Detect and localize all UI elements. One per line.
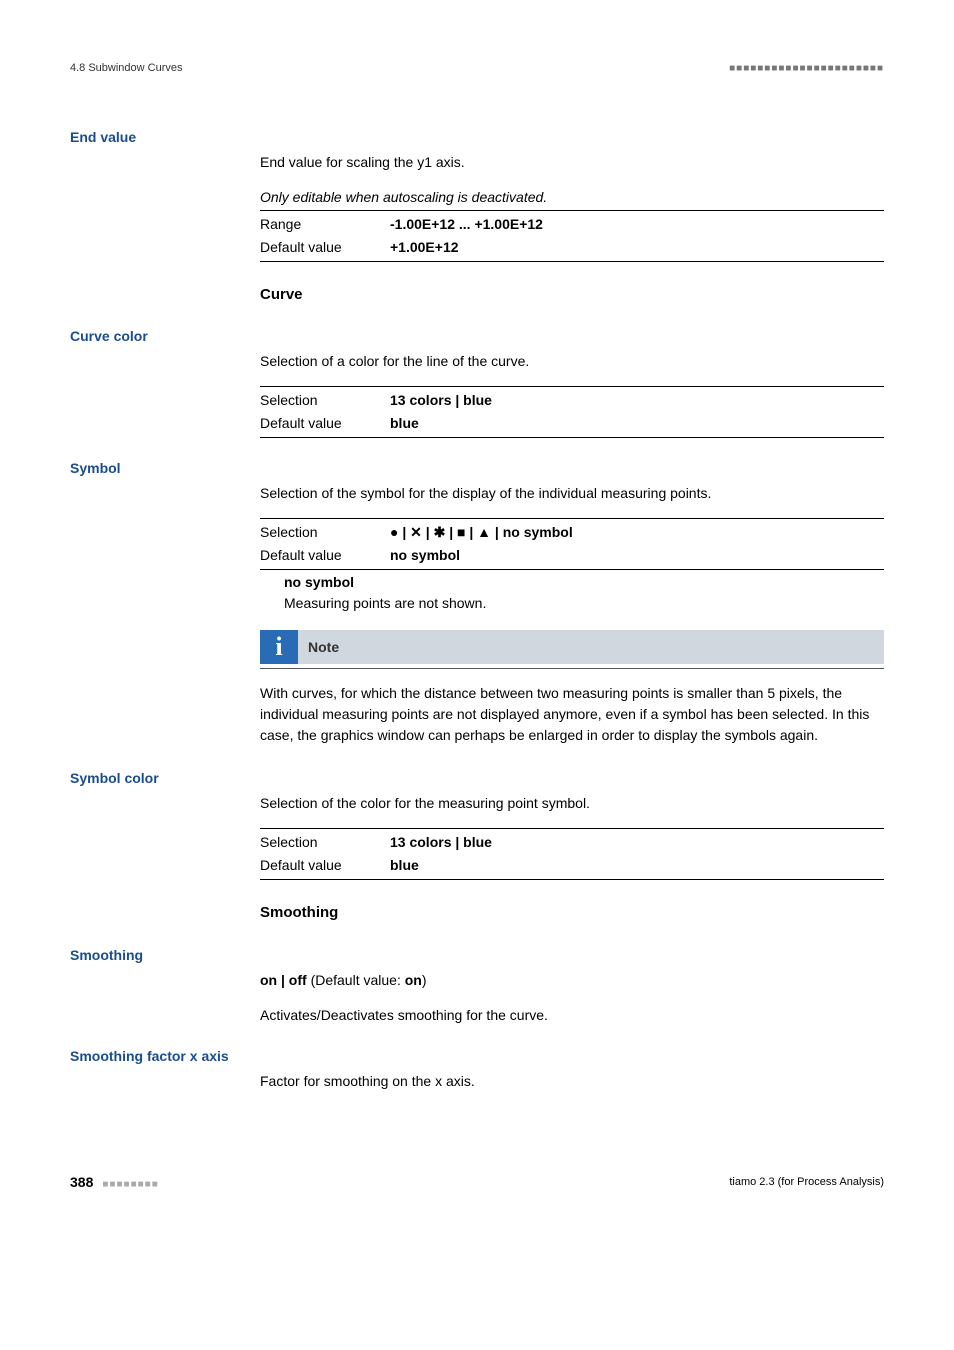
param-curve-color: Curve color Selection of a color for the… [70, 326, 884, 438]
default-label: Default value [260, 544, 390, 567]
smoothing-default-val: on [405, 972, 422, 988]
symbol-table: Selection ● | ✕ | ✱ | ■ | ▲ | no symbol … [260, 521, 884, 567]
divider [260, 668, 884, 669]
footer-product: tiamo 2.3 (for Process Analysis) [729, 1174, 884, 1191]
param-symbol-color: Symbol color Selection of the color for … [70, 768, 884, 925]
header-section: 4.8 Subwindow Curves [70, 60, 183, 77]
header-dots: ■■■■■■■■■■■■■■■■■■■■■■ [729, 61, 884, 76]
sel-label: Selection [260, 831, 390, 854]
default-value: blue [390, 857, 419, 873]
smoothing-opt: on | off [260, 972, 307, 988]
end-value-label: End value [70, 127, 884, 148]
smoothing-factor-label: Smoothing factor x axis [70, 1046, 884, 1067]
end-value-italic: Only editable when autoscaling is deacti… [260, 187, 884, 208]
footer-page-number: 388 [70, 1174, 93, 1190]
default-value: no symbol [390, 547, 460, 563]
page-header: 4.8 Subwindow Curves ■■■■■■■■■■■■■■■■■■■… [70, 60, 884, 77]
sel-value: 13 colors | blue [390, 834, 492, 850]
footer-dots: ■■■■■■■■ [102, 1179, 158, 1190]
default-label: Default value [260, 236, 390, 259]
divider [260, 210, 884, 211]
sel-label: Selection [260, 389, 390, 412]
no-symbol-desc: Measuring points are not shown. [284, 593, 884, 614]
param-symbol: Symbol Selection of the symbol for the d… [70, 458, 884, 746]
smoothing-desc: Activates/Deactivates smoothing for the … [260, 1005, 884, 1026]
default-label: Default value [260, 412, 390, 435]
info-icon-glyph: i [275, 634, 282, 660]
smoothing-default-text: (Default value: [307, 972, 405, 988]
smoothing-section-header: Smoothing [260, 902, 884, 925]
divider [260, 569, 884, 570]
end-value-table: Range -1.00E+12 ... +1.00E+12 Default va… [260, 213, 884, 259]
curve-color-label: Curve color [70, 326, 884, 347]
symbol-label: Symbol [70, 458, 884, 479]
smoothing-close: ) [422, 972, 427, 988]
sel-value: 13 colors | blue [390, 392, 492, 408]
end-value-desc: End value for scaling the y1 axis. [260, 152, 884, 173]
divider [260, 879, 884, 880]
default-value: +1.00E+12 [390, 239, 459, 255]
symbol-color-label: Symbol color [70, 768, 884, 789]
note-box: i Note With curves, for which the distan… [260, 630, 884, 746]
smoothing-factor-desc: Factor for smoothing on the x axis. [260, 1071, 884, 1092]
page-footer: 388 ■■■■■■■■ tiamo 2.3 (for Process Anal… [70, 1172, 884, 1193]
default-label: Default value [260, 854, 390, 877]
divider [260, 828, 884, 829]
note-title: Note [298, 630, 884, 664]
info-icon: i [260, 630, 298, 664]
divider [260, 386, 884, 387]
curve-color-table: Selection 13 colors | blue Default value… [260, 389, 884, 435]
curve-section-header: Curve [260, 284, 884, 307]
smoothing-options: on | off (Default value: on) [260, 970, 884, 991]
range-label: Range [260, 213, 390, 236]
default-value: blue [390, 415, 419, 431]
divider [260, 518, 884, 519]
no-symbol-label: no symbol [284, 572, 884, 593]
param-smoothing: Smoothing on | off (Default value: on) A… [70, 945, 884, 1026]
sel-label: Selection [260, 521, 390, 544]
note-body: With curves, for which the distance betw… [260, 683, 884, 746]
param-end-value: End value End value for scaling the y1 a… [70, 127, 884, 307]
sel-value: ● | ✕ | ✱ | ■ | ▲ | no symbol [390, 524, 573, 540]
curve-color-desc: Selection of a color for the line of the… [260, 351, 884, 372]
range-value: -1.00E+12 ... +1.00E+12 [390, 216, 543, 232]
divider [260, 261, 884, 262]
symbol-color-table: Selection 13 colors | blue Default value… [260, 831, 884, 877]
divider [260, 437, 884, 438]
param-smoothing-factor: Smoothing factor x axis Factor for smoot… [70, 1046, 884, 1092]
smoothing-label: Smoothing [70, 945, 884, 966]
symbol-color-desc: Selection of the color for the measuring… [260, 793, 884, 814]
symbol-desc: Selection of the symbol for the display … [260, 483, 884, 504]
